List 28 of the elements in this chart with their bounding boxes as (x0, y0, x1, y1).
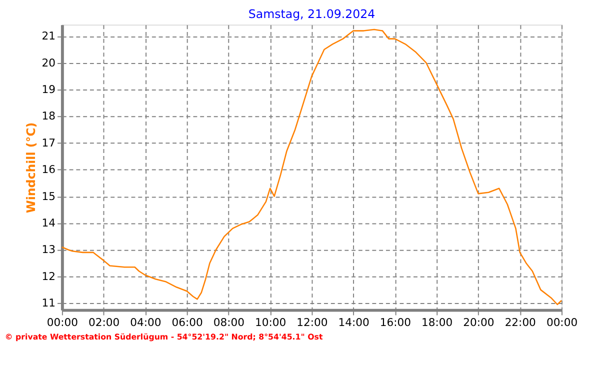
x-tick-label: 00:00 (46, 316, 78, 330)
y-tick-label: 12 (42, 270, 56, 283)
y-tick-label: 13 (42, 243, 56, 256)
x-tick-label: 02:00 (88, 316, 120, 330)
y-tick-label: 20 (42, 56, 56, 70)
x-tick-label: 08:00 (213, 316, 245, 330)
x-tick-label: 12:00 (296, 316, 328, 330)
x-tick-label: 00:00 (546, 316, 578, 330)
x-tick-label: 16:00 (380, 316, 412, 330)
x-tick-label: 14:00 (338, 316, 370, 330)
y-axis-title: Windchill (°C) (24, 122, 38, 214)
y-tick-label: 17 (42, 136, 56, 150)
y-tick-label: 15 (42, 190, 56, 203)
x-tick-label: 18:00 (422, 316, 453, 330)
y-tick-label: 14 (42, 216, 56, 230)
y-tick-label: 21 (42, 30, 56, 43)
line-series (61, 28, 562, 306)
x-tick-label: 06:00 (172, 316, 204, 330)
x-tick-label: 10:00 (255, 316, 286, 330)
x-tick-label: 04:00 (130, 316, 162, 330)
y-tick-label: 19 (42, 82, 56, 96)
y-tick-label: 16 (42, 163, 56, 176)
y-tick-label: 11 (42, 296, 56, 310)
text: © private Wetterstation Süderlügum - 54°52'19.2" Nord; 8°54'45.1" Ost (4, 332, 323, 342)
x-tick-label: 20:00 (463, 316, 494, 330)
chart-title: Samstag, 21.09.2024 (248, 6, 376, 21)
x-tick-label: 22:00 (504, 316, 536, 330)
y-tick-label: 18 (42, 110, 56, 123)
